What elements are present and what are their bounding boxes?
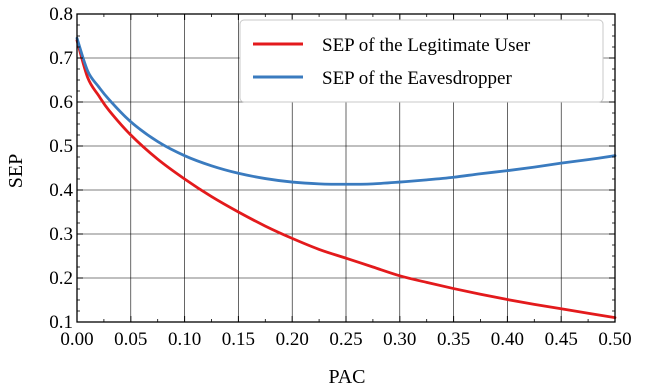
x-tick-label: 0.35: [437, 329, 470, 350]
y-tick-label: 0.2: [49, 268, 73, 289]
series-line-eavesdropper: [75, 36, 617, 186]
y-tick-label: 0.1: [49, 312, 73, 333]
x-tick-label: 0.05: [114, 329, 147, 350]
legend-label-legitimate-user: SEP of the Legitimate User: [322, 35, 531, 56]
x-tick-label: 0.00: [60, 329, 93, 350]
y-tick-label: 0.7: [49, 48, 73, 69]
legend-box: [239, 19, 604, 103]
y-tick-label: 0.6: [49, 92, 73, 113]
y-tick-label: 0.8: [49, 4, 73, 25]
x-tick-label: 0.30: [383, 329, 416, 350]
x-tick-label: 0.20: [276, 329, 309, 350]
plot-frame: [76, 13, 616, 323]
x-tick-label: 0.25: [329, 329, 362, 350]
x-tick-label: 0.10: [168, 329, 201, 350]
x-tick-labels: 0.00 0.05 0.10 0.15 0.20 0.25 0.30 0.35 0.40 0.45…: [60, 329, 631, 350]
y-tick-label: 0.4: [49, 180, 73, 201]
y-axis-title: SEP: [5, 154, 27, 188]
x-tick-label: 0.50: [598, 329, 631, 350]
y-tick-label: 0.5: [49, 136, 73, 157]
y-tick-label: 0.3: [49, 224, 73, 245]
legend: SEP of the Legitimate User SEP of the Ea…: [239, 19, 604, 103]
series-line-legitimate-user: [75, 39, 617, 319]
x-axis-title: PAC: [328, 366, 365, 388]
series-lines: [75, 36, 617, 319]
x-tick-label: 0.45: [545, 329, 578, 350]
x-tick-label: 0.40: [491, 329, 524, 350]
legend-label-eavesdropper: SEP of the Eavesdropper: [322, 68, 512, 89]
x-tick-label: 0.15: [222, 329, 255, 350]
y-tick-labels: 0.1 0.2 0.3 0.4 0.5 0.6 0.7 0.8: [49, 4, 73, 333]
